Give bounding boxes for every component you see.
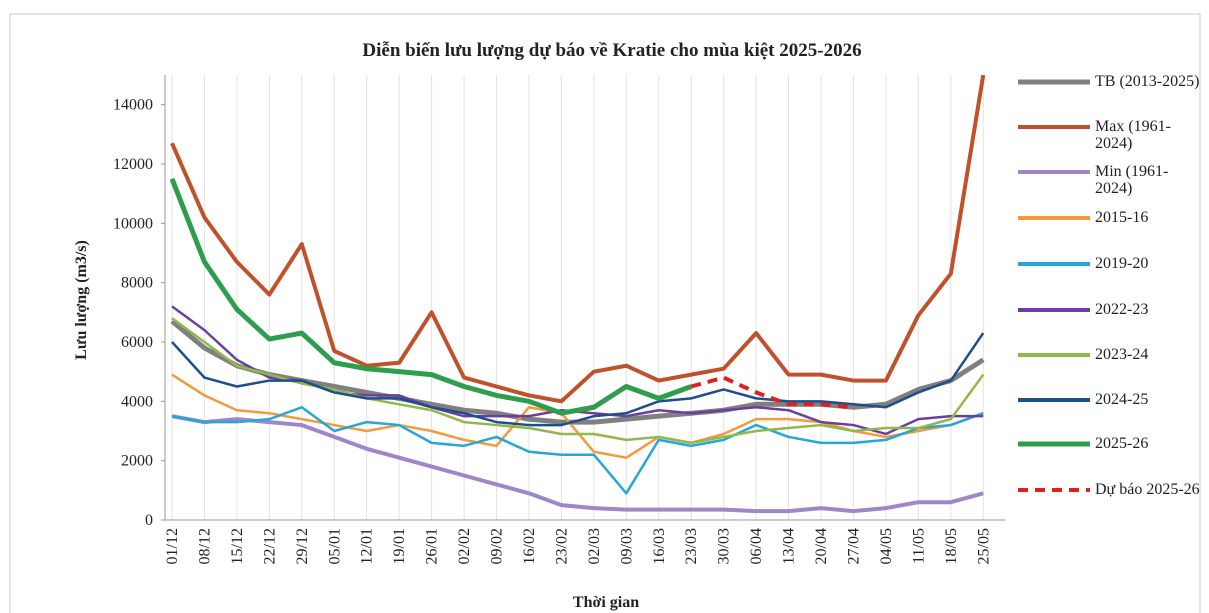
x-axis-label: Thời gian xyxy=(573,594,639,611)
series-line xyxy=(171,305,984,436)
chart-title: Diễn biến lưu lượng dự báo về Kratie cho… xyxy=(362,40,861,61)
x-tick-label: 18/05 xyxy=(943,528,960,564)
series-line xyxy=(170,75,986,404)
x-tick-label: 09/03 xyxy=(618,528,635,564)
chart-frame xyxy=(9,13,1201,613)
legend-label: Max (1961-2024) xyxy=(1095,118,1171,152)
legend-label: TB (2013-2025) xyxy=(1095,73,1200,90)
x-tick-label: 16/02 xyxy=(521,528,538,564)
legend-label: 2023-24 xyxy=(1095,346,1149,363)
y-tick-label: 6000 xyxy=(121,334,153,351)
x-tick-label: 13/04 xyxy=(781,528,798,564)
legend-label: 2025-26 xyxy=(1095,435,1149,452)
series-line xyxy=(171,317,985,445)
x-tick-label: 30/03 xyxy=(716,528,733,564)
x-tick-label: 22/12 xyxy=(261,528,278,564)
x-tick-label: 01/12 xyxy=(164,528,181,564)
x-tick-label: 09/02 xyxy=(489,528,506,564)
x-tick-label: 29/12 xyxy=(294,528,311,564)
x-tick-label: 23/03 xyxy=(683,528,700,564)
legend-label: 2019-20 xyxy=(1095,255,1149,272)
x-tick-label: 02/03 xyxy=(586,528,603,564)
x-tick-label: 05/01 xyxy=(326,528,343,564)
y-axis-label: Lưu lượng (m3/s) xyxy=(73,240,90,360)
series-line xyxy=(169,177,693,416)
legend-label: Dự báo 2025-26 xyxy=(1095,481,1200,498)
x-tick-label: 23/02 xyxy=(553,528,570,564)
legend-label: 2022-23 xyxy=(1095,301,1149,318)
x-tick-label: 19/01 xyxy=(391,528,408,564)
series-line xyxy=(171,414,984,514)
y-tick-label: 2000 xyxy=(121,453,153,470)
legend-label: 2024-25 xyxy=(1095,391,1149,408)
y-tick-label: 4000 xyxy=(121,393,153,410)
x-tick-label: 08/12 xyxy=(196,528,213,564)
x-tick-label: 12/01 xyxy=(359,528,376,564)
y-tick-label: 0 xyxy=(145,512,153,529)
series-line xyxy=(171,406,984,495)
x-tick-label: 27/04 xyxy=(845,528,862,564)
y-tick-label: 10000 xyxy=(113,215,153,232)
x-tick-label: 26/01 xyxy=(424,528,441,564)
x-tick-label: 04/05 xyxy=(878,528,895,564)
x-tick-label: 20/04 xyxy=(813,528,830,564)
x-tick-label: 06/04 xyxy=(748,528,765,564)
y-tick-label: 12000 xyxy=(113,156,153,173)
x-tick-label: 02/02 xyxy=(456,528,473,564)
y-tick-label: 8000 xyxy=(121,275,153,292)
x-tick-label: 25/05 xyxy=(975,528,992,564)
series-line xyxy=(171,332,985,427)
series-line xyxy=(690,375,854,410)
y-tick-label: 14000 xyxy=(113,97,153,114)
x-tick-label: 11/05 xyxy=(910,528,927,564)
legend-label: 2015-16 xyxy=(1095,209,1149,226)
x-tick-label: 15/12 xyxy=(229,528,246,564)
legend-label: Min (1961-2024) xyxy=(1095,163,1169,197)
x-tick-label: 16/03 xyxy=(651,528,668,564)
